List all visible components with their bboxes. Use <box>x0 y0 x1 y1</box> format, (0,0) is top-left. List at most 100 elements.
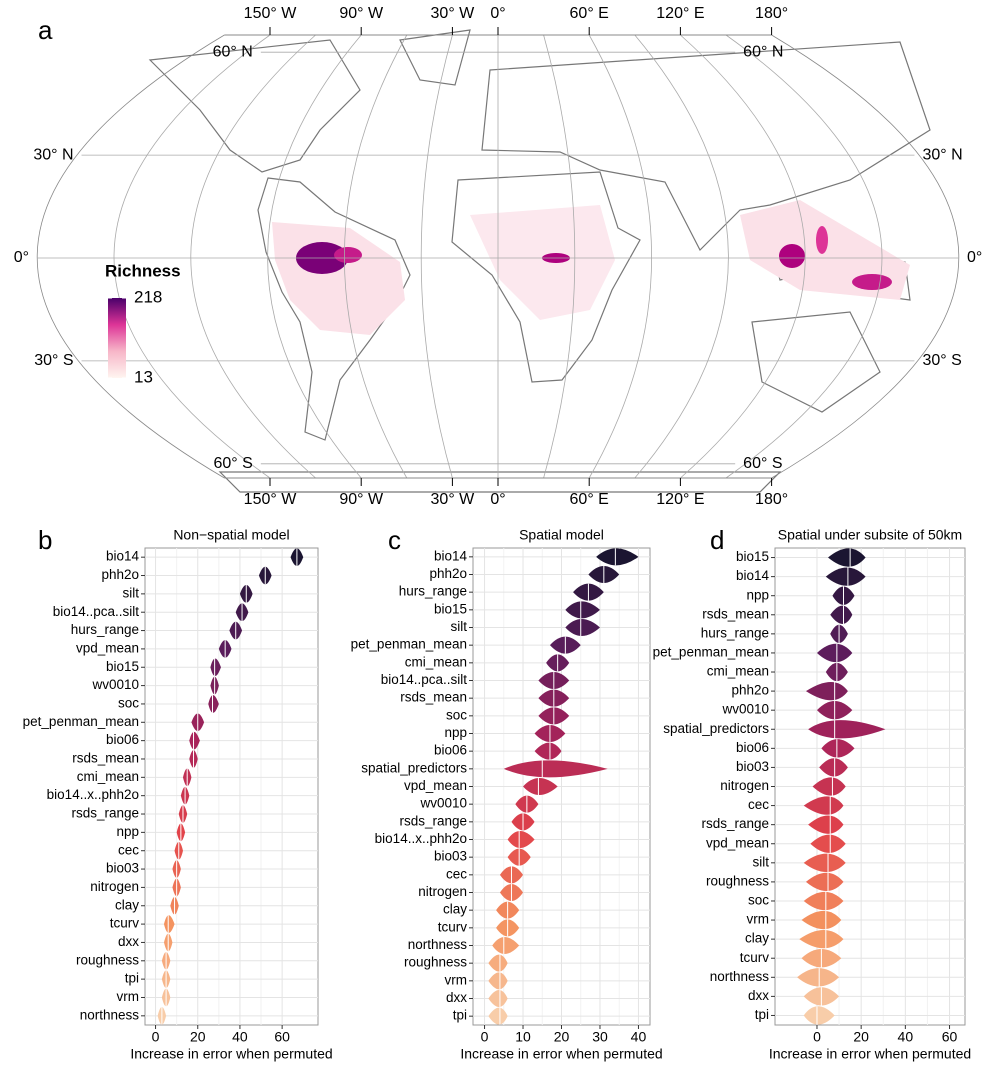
lat-label: 60° S <box>743 455 782 472</box>
y-tick-label: bio03 <box>106 861 139 876</box>
y-tick-label: northness <box>80 1007 140 1022</box>
meridian <box>634 34 729 479</box>
violin <box>488 990 508 1007</box>
y-tick-label: tcurv <box>438 919 468 934</box>
y-tick-label: wv0010 <box>419 796 467 811</box>
colorbar-label: 218 <box>134 287 162 306</box>
lon-label: 150° W <box>244 5 298 22</box>
map <box>37 29 959 493</box>
meridian <box>420 34 453 479</box>
land <box>751 311 881 413</box>
y-tick-label: bio14 <box>434 548 468 563</box>
violin <box>507 831 535 848</box>
x-tick-label: 20 <box>190 1029 206 1045</box>
violin <box>828 548 866 567</box>
y-tick-label: clay <box>745 931 769 946</box>
y-tick-label: nitrogen <box>720 778 769 793</box>
y-tick-label: bio03 <box>736 759 769 774</box>
y-tick-label: bio14..pca..silt <box>381 672 468 687</box>
x-axis-title: Increase in error when permuted <box>130 1046 332 1062</box>
y-tick-label: vrm <box>445 972 468 987</box>
y-tick-label: soc <box>118 696 139 711</box>
legend-title: Richness <box>105 261 181 280</box>
violin <box>488 1007 508 1025</box>
y-tick-label: vpd_mean <box>76 640 139 655</box>
lon-label: 150° W <box>244 491 298 508</box>
violin <box>801 910 842 930</box>
x-tick-label: 20 <box>554 1029 570 1045</box>
y-tick-label: northness <box>408 937 468 952</box>
meridian <box>771 34 959 479</box>
y-tick-label: cec <box>748 797 769 812</box>
y-tick-label: bio14..x..phh2o <box>375 831 467 846</box>
y-tick-label: npp <box>444 725 467 740</box>
y-tick-label: pet_penman_mean <box>351 637 467 652</box>
panel-title: Non−spatial model <box>173 527 289 543</box>
y-tick-label: rsds_mean <box>400 690 467 705</box>
violin <box>596 548 639 566</box>
x-axis-title: Increase in error when permuted <box>460 1046 662 1062</box>
y-tick-label: hurs_range <box>399 584 467 599</box>
lat-label: 0° <box>14 249 29 266</box>
panel-title: Spatial model <box>519 527 604 543</box>
y-tick-label: rsds_range <box>399 813 467 828</box>
y-tick-label: bio14 <box>736 568 770 583</box>
y-tick-label: tpi <box>453 1008 467 1023</box>
panel-label: d <box>710 525 724 555</box>
violin <box>797 968 840 987</box>
lon-label: 90° W <box>339 491 384 508</box>
panel-title: Spatial under subsite of 50km <box>778 527 962 543</box>
y-tick-label: vpd_mean <box>706 835 769 850</box>
violin <box>821 739 855 758</box>
y-tick-label: nitrogen <box>90 879 139 894</box>
meridian <box>267 34 362 479</box>
y-tick-label: roughness <box>706 873 769 888</box>
y-tick-label: cmi_mean <box>77 769 139 784</box>
lon-label: 180° <box>755 491 788 508</box>
lon-label: 180° <box>755 5 788 22</box>
violin <box>803 796 844 815</box>
lat-label: 60° N <box>213 43 253 60</box>
violin <box>210 658 221 677</box>
violin <box>805 872 844 892</box>
violin <box>830 605 853 624</box>
y-tick-label: spatial_predictors <box>361 760 467 775</box>
y-tick-label: bio06 <box>736 740 769 755</box>
y-tick-label: silt <box>451 619 468 634</box>
panel-label: c <box>388 525 401 555</box>
violin <box>189 731 200 750</box>
x-tick-label: 0 <box>152 1029 160 1045</box>
panel-label: a <box>38 15 53 45</box>
violin <box>799 929 844 949</box>
lon-label: 60° E <box>570 5 609 22</box>
x-tick-label: 0 <box>481 1029 489 1045</box>
y-tick-label: rsds_range <box>71 806 139 821</box>
lat-label: 0° <box>967 249 982 266</box>
x-tick-label: 40 <box>232 1029 248 1045</box>
x-tick-label: 20 <box>853 1029 869 1045</box>
violin <box>810 834 846 853</box>
y-tick-label: soc <box>446 707 467 722</box>
land <box>148 39 361 173</box>
plot-area <box>144 547 319 1026</box>
y-tick-label: clay <box>115 897 139 912</box>
lat-label: 30° N <box>922 146 962 163</box>
y-tick-label: vpd_mean <box>404 778 467 793</box>
y-tick-label: rsds_mean <box>72 751 139 766</box>
y-tick-label: bio03 <box>434 849 467 864</box>
y-tick-label: tpi <box>755 1007 769 1022</box>
y-tick-label: hurs_range <box>71 622 139 637</box>
y-tick-label: nitrogen <box>418 884 467 899</box>
richness-hotspot <box>779 244 805 268</box>
violin <box>503 760 608 778</box>
meridian <box>344 34 408 479</box>
y-tick-label: soc <box>748 893 769 908</box>
y-tick-label: hurs_range <box>701 625 769 640</box>
lon-label: 30° W <box>431 491 476 508</box>
lon-label: 120° E <box>656 491 704 508</box>
x-tick-label: 60 <box>942 1029 958 1045</box>
meridian <box>680 34 806 479</box>
y-tick-label: dxx <box>748 988 769 1003</box>
y-tick-label: tpi <box>125 971 139 986</box>
